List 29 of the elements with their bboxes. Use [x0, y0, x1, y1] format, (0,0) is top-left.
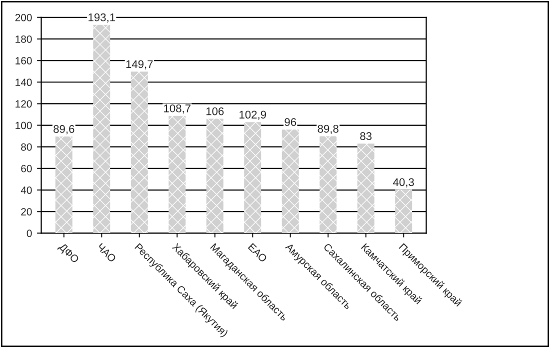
y-tick-label: 200 [15, 14, 32, 22]
bar [282, 130, 299, 234]
data-label: 96 [284, 118, 296, 126]
data-label: 193,1 [88, 13, 116, 23]
bar [244, 122, 262, 234]
y-tick-label: 40 [20, 186, 32, 194]
y-tick-label: 160 [16, 57, 32, 64]
y-tick-label: 180 [16, 35, 32, 43]
data-label: 89,6 [54, 125, 74, 134]
y-tick-label: 80 [21, 143, 32, 151]
data-label: 40,3 [393, 178, 414, 188]
bar [168, 116, 186, 234]
y-tick-label: 20 [21, 208, 32, 216]
data-label: 89,8 [318, 124, 338, 134]
y-tick-label: 100 [16, 122, 32, 130]
data-label: 149,7 [126, 60, 153, 70]
data-label: 108,7 [164, 104, 190, 114]
bar [55, 136, 72, 234]
y-tick-label: 120 [16, 100, 32, 108]
y-tick-label: 60 [21, 164, 32, 172]
data-label: 102,9 [240, 110, 266, 120]
y-tick-label: 0 [26, 230, 32, 238]
bar [93, 24, 110, 234]
bar [320, 136, 337, 234]
bar [395, 190, 412, 234]
y-tick-label: 140 [16, 78, 32, 86]
bar [130, 72, 148, 234]
data-label: 106 [206, 107, 224, 116]
data-label: 83 [360, 132, 372, 140]
